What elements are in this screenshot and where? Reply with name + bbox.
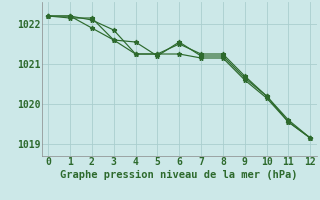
X-axis label: Graphe pression niveau de la mer (hPa): Graphe pression niveau de la mer (hPa) <box>60 170 298 180</box>
